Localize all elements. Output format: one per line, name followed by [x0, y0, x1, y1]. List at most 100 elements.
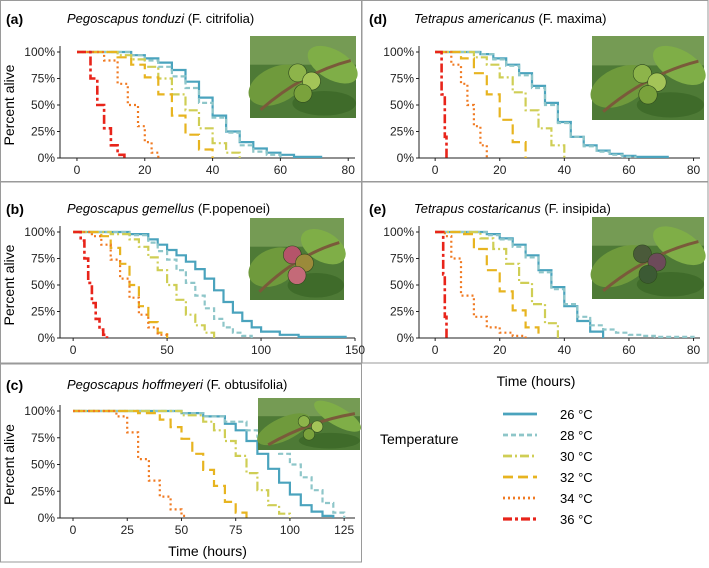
survival-curve-26c [73, 409, 335, 518]
host-name: (F. obtusifolia) [203, 377, 288, 392]
x-tick-label: 75 [229, 523, 243, 537]
x-tick-label: 20 [493, 343, 507, 357]
x-tick-label: 20 [138, 163, 152, 177]
y-tick-label: 75% [31, 431, 55, 445]
survival-curve-26c [435, 230, 605, 338]
survival-curve-30c [73, 409, 291, 518]
panel-label: (b) [6, 201, 24, 217]
y-axis-title: Percent alive [1, 244, 17, 325]
y-axis-title: Percent alive [1, 424, 17, 505]
species-name: Pegoscapus tonduzi [67, 11, 185, 26]
y-tick-label: 25% [31, 305, 55, 319]
x-tick-label: 60 [622, 343, 636, 357]
x-tick-label: 60 [622, 163, 636, 177]
temperature-legend: Temperature 26 °C 28 °C 30 °C 32 °C 34 °C 36 … [380, 407, 593, 527]
y-tick-label: 75% [390, 72, 414, 86]
panel-a: (a) Pegoscapus tonduzi (F. citrifolia) 0% 2… [1, 11, 358, 177]
survival-curve-36c [435, 230, 448, 338]
survival-curve-32c [435, 50, 527, 158]
species-name: Pegoscapus hoffmeyeri [67, 377, 204, 392]
panel-title: Tetrapus americanus (F. maxima) [414, 11, 606, 26]
survival-curve-34c [77, 50, 160, 158]
x-tick-label: 0 [74, 163, 81, 177]
y-tick-label: 100% [383, 45, 414, 59]
fig-fruit-photo-d [590, 36, 706, 120]
survival-curve-28c [73, 230, 253, 338]
x-axis-title: Time (hours) [168, 543, 247, 559]
legend-label-26c: 26 °C [560, 407, 593, 422]
species-name: Tetrapus americanus [414, 11, 535, 26]
survival-curve-32c [435, 230, 540, 338]
legend-label-32c: 32 °C [560, 470, 593, 485]
panel-title: Tetrapus costaricanus (F. insipida) [414, 201, 611, 216]
y-tick-label: 50% [31, 458, 55, 472]
panel-label: (a) [6, 11, 23, 27]
x-tick-label: 125 [334, 523, 354, 537]
fig-fruit-photo-e [590, 217, 706, 299]
survival-curve-26c [73, 230, 347, 338]
y-tick-label: 25% [390, 125, 414, 139]
y-tick-label: 75% [390, 252, 414, 266]
survival-curve-28c [435, 230, 695, 338]
y-tick-label: 0% [38, 331, 56, 345]
y-tick-label: 100% [383, 225, 414, 239]
x-tick-label: 40 [206, 163, 220, 177]
legend-label-28c: 28 °C [560, 428, 593, 443]
legend-label-36c: 36 °C [560, 512, 593, 527]
host-name: (F. insipida) [541, 201, 611, 216]
panel-d: (d) Tetrapus americanus (F. maxima) 0% 25% 5… [369, 11, 706, 177]
survival-curve-34c [435, 50, 488, 158]
survival-curve-28c [77, 50, 282, 158]
y-tick-label: 25% [31, 484, 55, 498]
x-tick-label: 40 [558, 343, 572, 357]
panel-c: (c) Pegoscapus hoffmeyeri (F. obtusifolia… [1, 377, 361, 559]
x-tick-label: 0 [70, 343, 77, 357]
panel-label: (e) [369, 201, 386, 217]
y-tick-label: 75% [31, 72, 55, 86]
time-axis-title-right: Time (hours) [497, 373, 576, 389]
species-name: Tetrapus costaricanus [414, 201, 541, 216]
panel-title: Pegoscapus tonduzi (F. citrifolia) [67, 11, 254, 26]
panel-e: (e) Tetrapus costaricanus (F. insipida) 0%… [369, 201, 706, 357]
legend-label-30c: 30 °C [560, 449, 593, 464]
x-tick-label: 20 [493, 163, 507, 177]
survival-curve-32c [73, 230, 169, 338]
y-tick-label: 0% [397, 331, 415, 345]
x-tick-label: 80 [342, 163, 356, 177]
x-tick-label: 60 [274, 163, 288, 177]
fig-fruit-photo-c [257, 398, 361, 450]
y-tick-label: 50% [31, 98, 55, 112]
y-tick-label: 25% [31, 125, 55, 139]
x-tick-label: 0 [432, 343, 439, 357]
survival-curve-30c [77, 50, 241, 158]
x-tick-label: 100 [280, 523, 300, 537]
x-tick-label: 150 [345, 343, 365, 357]
y-tick-label: 0% [38, 151, 56, 165]
host-name: (F. maxima) [535, 11, 607, 26]
y-tick-label: 100% [24, 225, 55, 239]
survival-curve-32c [77, 50, 214, 158]
survival-curve-36c [73, 230, 109, 338]
x-tick-label: 0 [432, 163, 439, 177]
y-tick-label: 50% [31, 278, 55, 292]
y-tick-label: 75% [31, 252, 55, 266]
survival-curve-34c [73, 409, 187, 518]
x-tick-label: 0 [70, 523, 77, 537]
y-tick-label: 0% [397, 151, 415, 165]
y-tick-label: 100% [24, 404, 55, 418]
survival-curve-30c [435, 230, 559, 338]
survival-curve-36c [435, 50, 448, 158]
fig-fruit-photo-b [248, 218, 346, 300]
legend-label-34c: 34 °C [560, 491, 593, 506]
survival-curve-32c [73, 409, 248, 518]
panel-title: Pegoscapus hoffmeyeri (F. obtusifolia) [67, 377, 287, 392]
y-tick-label: 25% [390, 305, 414, 319]
fig-fruit-photo-a [248, 36, 358, 118]
y-tick-label: 50% [390, 278, 414, 292]
panel-title: Pegoscapus gemellus (F.popenoei) [67, 201, 270, 216]
panel-label: (c) [6, 377, 23, 393]
x-tick-label: 80 [687, 163, 701, 177]
y-axis-title: Percent alive [1, 64, 17, 145]
